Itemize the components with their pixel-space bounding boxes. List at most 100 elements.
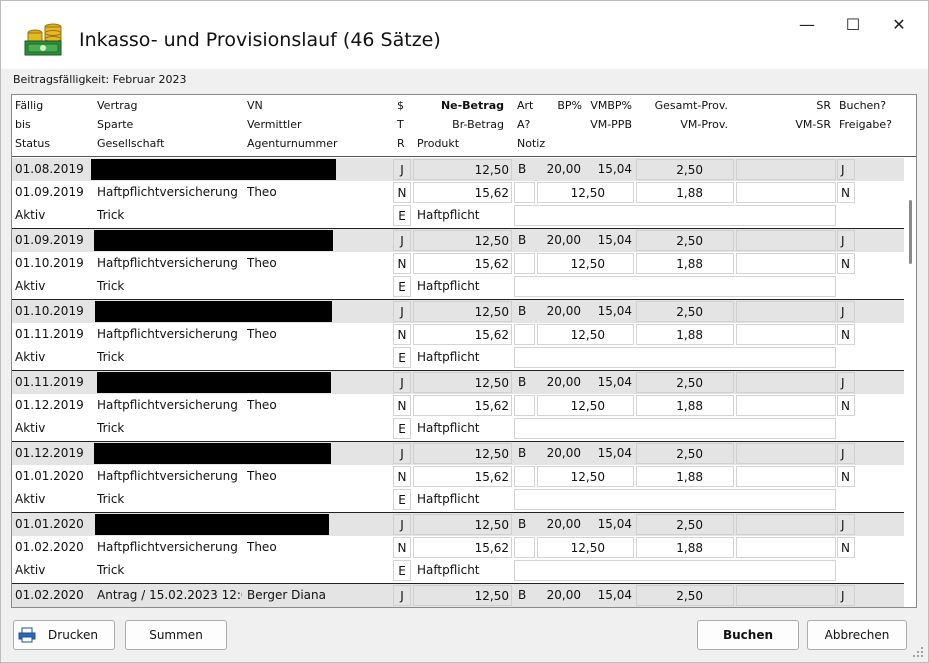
a-cell[interactable] xyxy=(514,537,535,558)
vm-ppb-cell[interactable]: 12,50 xyxy=(537,395,634,416)
sr-cell[interactable] xyxy=(736,443,836,464)
gesamt-prov-cell[interactable]: 2,50 xyxy=(636,159,734,180)
t-cell[interactable]: N xyxy=(393,253,411,274)
vm-ppb-cell[interactable]: 12,50 xyxy=(537,182,634,203)
r-cell[interactable]: E xyxy=(393,489,411,510)
ne-betrag-cell[interactable]: 12,50 xyxy=(413,443,512,464)
s-cell[interactable]: J xyxy=(393,443,411,464)
vm-ppb-cell[interactable]: 12,50 xyxy=(537,537,634,558)
record[interactable]: 01.11.2019 J 12,50 B 20,00 15,04 2,50 J … xyxy=(12,370,904,441)
record-row-2[interactable]: 01.01.2020 Haftpflichtversicherung Theo … xyxy=(12,465,904,488)
r-cell[interactable]: E xyxy=(393,418,411,439)
record-row-3[interactable]: Aktiv Trick E Haftpflicht xyxy=(12,275,904,298)
notiz-cell[interactable] xyxy=(514,560,836,581)
record-row-1[interactable]: 01.12.2019 J 12,50 B 20,00 15,04 2,50 J xyxy=(12,442,904,465)
maximize-button[interactable]: ☐ xyxy=(845,14,861,34)
records-grid[interactable]: Fällig Vertrag VN $ Ne-Betrag Art BP% VM… xyxy=(11,94,917,608)
br-betrag-cell[interactable]: 15,62 xyxy=(413,324,512,345)
ne-betrag-cell[interactable]: 12,50 xyxy=(413,301,512,322)
vm-prov-cell[interactable]: 1,88 xyxy=(636,182,734,203)
record-row-1[interactable]: 01.09.2019 J 12,50 B 20,00 15,04 2,50 J xyxy=(12,229,904,252)
a-cell[interactable] xyxy=(514,253,535,274)
s-cell[interactable]: J xyxy=(393,585,411,606)
s-cell[interactable]: J xyxy=(393,301,411,322)
br-betrag-cell[interactable]: 15,62 xyxy=(413,395,512,416)
record-row-3[interactable]: Aktiv Trick E Haftpflicht xyxy=(12,417,904,440)
r-cell[interactable]: E xyxy=(393,276,411,297)
r-cell[interactable]: E xyxy=(393,560,411,581)
record-row-2[interactable]: 01.10.2019 Haftpflichtversicherung Theo … xyxy=(12,252,904,275)
sr-cell[interactable] xyxy=(736,159,836,180)
ne-betrag-cell[interactable]: 12,50 xyxy=(413,230,512,251)
ne-betrag-cell[interactable]: 12,50 xyxy=(413,159,512,180)
gesamt-prov-cell[interactable]: 2,50 xyxy=(636,443,734,464)
close-button[interactable]: ✕ xyxy=(892,14,906,34)
notiz-cell[interactable] xyxy=(514,347,836,368)
vm-sr-cell[interactable] xyxy=(736,324,836,345)
a-cell[interactable] xyxy=(514,395,535,416)
freigabe-cell[interactable]: N xyxy=(837,537,855,558)
notiz-cell[interactable] xyxy=(514,205,836,226)
vm-prov-cell[interactable]: 1,88 xyxy=(636,324,734,345)
vertical-scrollbar[interactable] xyxy=(905,158,916,607)
record[interactable]: 01.10.2019 J 12,50 B 20,00 15,04 2,50 J … xyxy=(12,299,904,370)
record-row-3[interactable]: Aktiv Trick E Haftpflicht xyxy=(12,559,904,582)
a-cell[interactable] xyxy=(514,182,535,203)
t-cell[interactable]: N xyxy=(393,324,411,345)
gesamt-prov-cell[interactable]: 2,50 xyxy=(636,585,734,606)
minimize-button[interactable]: — xyxy=(799,14,815,34)
s-cell[interactable]: J xyxy=(393,159,411,180)
record-row-1[interactable]: 01.08.2019 J 12,50 B 20,00 15,04 2,50 J xyxy=(12,158,904,181)
vm-sr-cell[interactable] xyxy=(736,537,836,558)
vm-sr-cell[interactable] xyxy=(736,395,836,416)
record-row-1[interactable]: 01.11.2019 J 12,50 B 20,00 15,04 2,50 J xyxy=(12,371,904,394)
record-row-1[interactable]: 01.10.2019 J 12,50 B 20,00 15,04 2,50 J xyxy=(12,300,904,323)
sr-cell[interactable] xyxy=(736,372,836,393)
record[interactable]: 01.09.2019 J 12,50 B 20,00 15,04 2,50 J … xyxy=(12,228,904,299)
buchen-cell[interactable]: J xyxy=(837,301,855,322)
br-betrag-cell[interactable]: 15,62 xyxy=(413,466,512,487)
r-cell[interactable]: E xyxy=(393,347,411,368)
vm-prov-cell[interactable]: 1,88 xyxy=(636,253,734,274)
notiz-cell[interactable] xyxy=(514,489,836,510)
buchen-cell[interactable]: J xyxy=(837,230,855,251)
cancel-button[interactable]: Abbrechen xyxy=(807,620,907,650)
a-cell[interactable] xyxy=(514,324,535,345)
record-row-3[interactable]: Aktiv Trick E Haftpflicht xyxy=(12,346,904,369)
freigabe-cell[interactable]: N xyxy=(837,182,855,203)
buchen-cell[interactable]: J xyxy=(837,372,855,393)
record-row-2[interactable]: 01.09.2019 Haftpflichtversicherung Theo … xyxy=(12,181,904,204)
record[interactable]: 01.02.2020 Antrag / 15.02.2023 12:0 Berg… xyxy=(12,583,904,607)
gesamt-prov-cell[interactable]: 2,50 xyxy=(636,372,734,393)
gesamt-prov-cell[interactable]: 2,50 xyxy=(636,301,734,322)
ne-betrag-cell[interactable]: 12,50 xyxy=(413,514,512,535)
buchen-cell[interactable]: J xyxy=(837,514,855,535)
t-cell[interactable]: N xyxy=(393,182,411,203)
freigabe-cell[interactable]: N xyxy=(837,324,855,345)
record-row-2[interactable]: 01.12.2019 Haftpflichtversicherung Theo … xyxy=(12,394,904,417)
vm-sr-cell[interactable] xyxy=(736,466,836,487)
record[interactable]: 01.01.2020 J 12,50 B 20,00 15,04 2,50 J … xyxy=(12,512,904,583)
vm-prov-cell[interactable]: 1,88 xyxy=(636,537,734,558)
record-row-3[interactable]: Aktiv Trick E Haftpflicht xyxy=(12,488,904,511)
buchen-cell[interactable]: J xyxy=(837,159,855,180)
gesamt-prov-cell[interactable]: 2,50 xyxy=(636,230,734,251)
vm-sr-cell[interactable] xyxy=(736,253,836,274)
br-betrag-cell[interactable]: 15,62 xyxy=(413,182,512,203)
s-cell[interactable]: J xyxy=(393,514,411,535)
vm-ppb-cell[interactable]: 12,50 xyxy=(537,466,634,487)
print-button[interactable]: Drucken xyxy=(13,620,115,650)
sr-cell[interactable] xyxy=(736,514,836,535)
sr-cell[interactable] xyxy=(736,230,836,251)
resize-grip-icon[interactable] xyxy=(909,644,925,660)
br-betrag-cell[interactable]: 15,62 xyxy=(413,537,512,558)
buchen-cell[interactable]: J xyxy=(837,443,855,464)
gesamt-prov-cell[interactable]: 2,50 xyxy=(636,514,734,535)
freigabe-cell[interactable]: N xyxy=(837,253,855,274)
ne-betrag-cell[interactable]: 12,50 xyxy=(413,585,512,606)
record-row-2[interactable]: 01.02.2020 Haftpflichtversicherung Theo … xyxy=(12,536,904,559)
vm-prov-cell[interactable]: 1,88 xyxy=(636,466,734,487)
t-cell[interactable]: N xyxy=(393,466,411,487)
t-cell[interactable]: N xyxy=(393,395,411,416)
freigabe-cell[interactable]: N xyxy=(837,466,855,487)
